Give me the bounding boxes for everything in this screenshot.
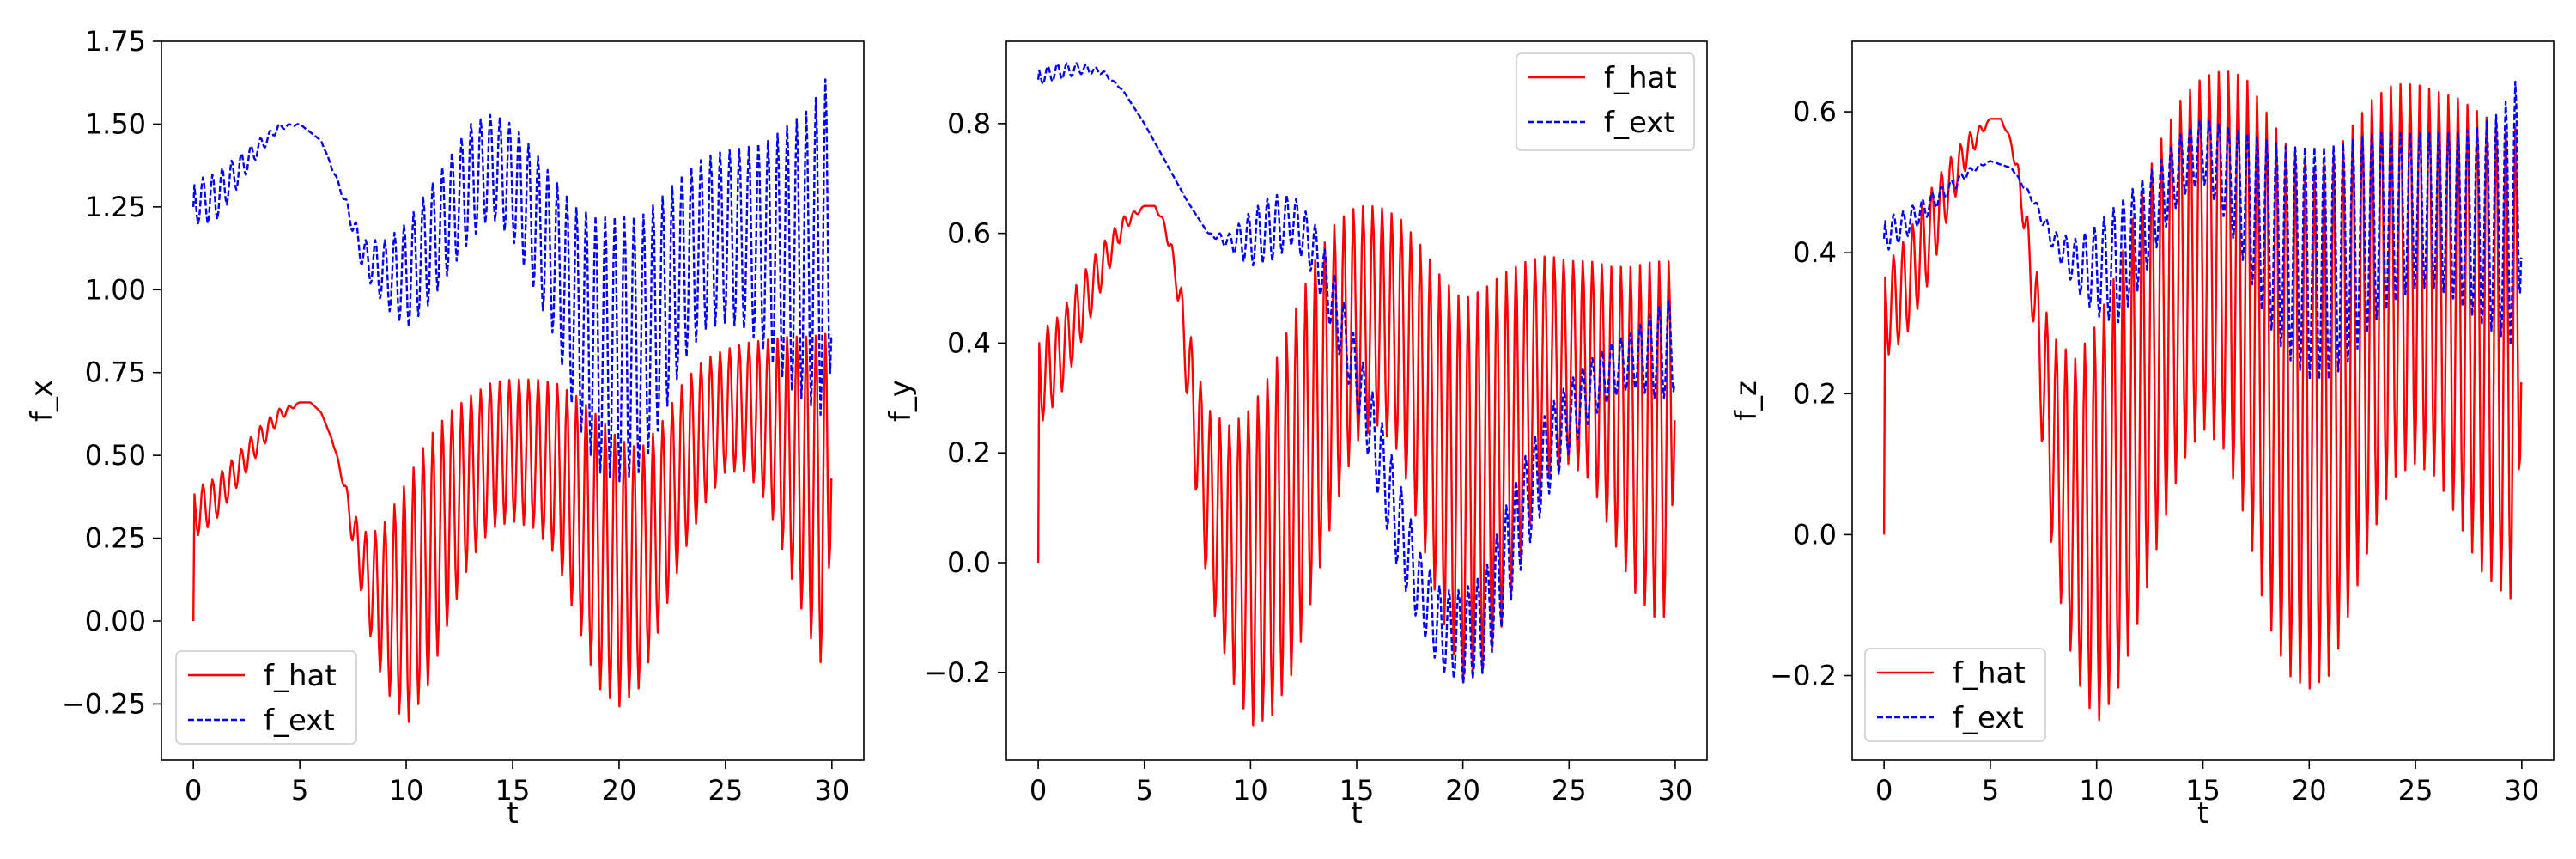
panel-2-x-tick-label: 15 [1340, 774, 1375, 807]
panel-2-y-tick-label: 0.6 [947, 217, 991, 250]
panel-2-legend-label-f-ext: f_ext [1604, 106, 1675, 140]
panel-3-y-tick-label: 0.0 [1793, 518, 1837, 551]
panel-2-x-axis-label: t [1351, 796, 1362, 831]
panel-1-x-axis-label: t [507, 796, 518, 831]
panel-1-x-tick-label: 25 [708, 774, 744, 807]
panel-1-y-tick-label: 0.25 [85, 522, 146, 555]
panel-2-y-tick-label: 0.4 [947, 326, 991, 359]
panel-2-x-tick-label: 30 [1658, 774, 1693, 807]
panel-3-x-tick-label: 25 [2398, 774, 2433, 807]
panel-2-y-tick-label: 0.0 [947, 546, 991, 579]
panel-1-series-f-ext [192, 78, 833, 483]
panel-3-series-group [1882, 70, 2523, 722]
panel-2-x-tick-label: 10 [1233, 774, 1268, 807]
panel-1: 0 5 10 15 20 25 30 −0.25 0.00 0.25 0.50 0.75 1.00 1.2… [25, 25, 865, 831]
panel-3-legend: f_hat f_ext [1864, 648, 2046, 742]
panel-2-legend-label-f-hat: f_hat [1604, 61, 1677, 95]
panel-1-x-tick-label: 5 [291, 774, 308, 807]
panel-3-y-tick-label: −0.2 [1770, 660, 1837, 692]
panel-3-x-tick-label: 5 [1982, 774, 1999, 807]
panel-3-x-axis-label: t [2197, 796, 2208, 831]
panel-2-y-tick-label: 0.2 [947, 436, 991, 469]
panel-3-legend-label-f-ext: f_ext [1953, 701, 2024, 735]
panel-1-series-f-hat [192, 332, 833, 723]
panel-1-y-tick-label: 0.00 [85, 605, 146, 637]
panel-1-legend-label-f-ext: f_ext [264, 704, 335, 738]
panel-2-y-axis-label: f_y [884, 380, 918, 422]
panel-3-y-tick-label: 0.6 [1793, 95, 1837, 128]
panel-2-x-tick-label: 0 [1030, 774, 1047, 807]
panel-1-legend-label-f-hat: f_hat [264, 659, 337, 693]
panel-1-y-tick-label: 0.75 [85, 356, 146, 389]
panel-3-x-tick-label: 10 [2079, 774, 2114, 807]
panel-3-series-f-ext [1882, 80, 2523, 381]
panel-2-x-tick-label: 25 [1552, 774, 1587, 807]
panel-1-series-group [192, 78, 833, 723]
panel-1-x-tick-label: 20 [602, 774, 637, 807]
panel-3-y-axis-label: f_z [1729, 381, 1764, 421]
panel-3-x-tick-label: 30 [2505, 774, 2540, 807]
panel-1-x-tick-label: 10 [389, 774, 424, 807]
panel-3-series-f-hat [1882, 70, 2523, 722]
panel-1-x-tick-label: 0 [185, 774, 202, 807]
panel-1-legend: f_hat f_ext [175, 650, 357, 745]
panel-1-y-axis-label: f_x [25, 380, 59, 422]
panel-1-y-tick-label: 1.25 [85, 191, 146, 223]
panel-2-y-tick-label: 0.8 [947, 107, 991, 140]
panel-2: 0 5 10 15 20 25 30 −0.2 0.0 0.2 0.4 0.6 0.8 t f_y f_hat… [884, 40, 1708, 831]
panel-1-y-tick-label: 1.50 [85, 107, 146, 140]
panel-3-x-tick-label: 20 [2292, 774, 2327, 807]
panel-3-x-tick-label: 15 [2185, 774, 2221, 807]
panel-3-x-tick-label: 0 [1875, 774, 1893, 807]
panel-2-series-group [1036, 62, 1676, 727]
panel-2-x-tick-label: 20 [1445, 774, 1480, 807]
panel-1-y-tick-label: −0.25 [62, 687, 146, 720]
panel-1-y-tick-label: 1.75 [85, 25, 146, 58]
panel-3-y-tick-label: 0.4 [1793, 236, 1837, 269]
panel-1-x-tick-label: 30 [814, 774, 849, 807]
panel-2-x-tick-label: 5 [1136, 774, 1153, 807]
panel-3: 0 5 10 15 20 25 30 −0.2 0.0 0.2 0.4 0.6 t f_z f_hat f_e… [1729, 40, 2555, 831]
panel-2-y-tick-label: −0.2 [924, 656, 991, 689]
panel-2-series-f-hat [1036, 204, 1676, 727]
panel-2-series-f-ext [1036, 62, 1676, 685]
panel-3-y-tick-label: 0.2 [1793, 377, 1837, 410]
panel-1-y-tick-label: 1.00 [85, 273, 146, 306]
panel-1-y-tick-label: 0.50 [85, 439, 146, 472]
panel-2-legend: f_hat f_ext [1516, 52, 1695, 151]
panel-1-x-tick-label: 15 [495, 774, 531, 807]
panel-3-legend-label-f-hat: f_hat [1953, 656, 2026, 691]
